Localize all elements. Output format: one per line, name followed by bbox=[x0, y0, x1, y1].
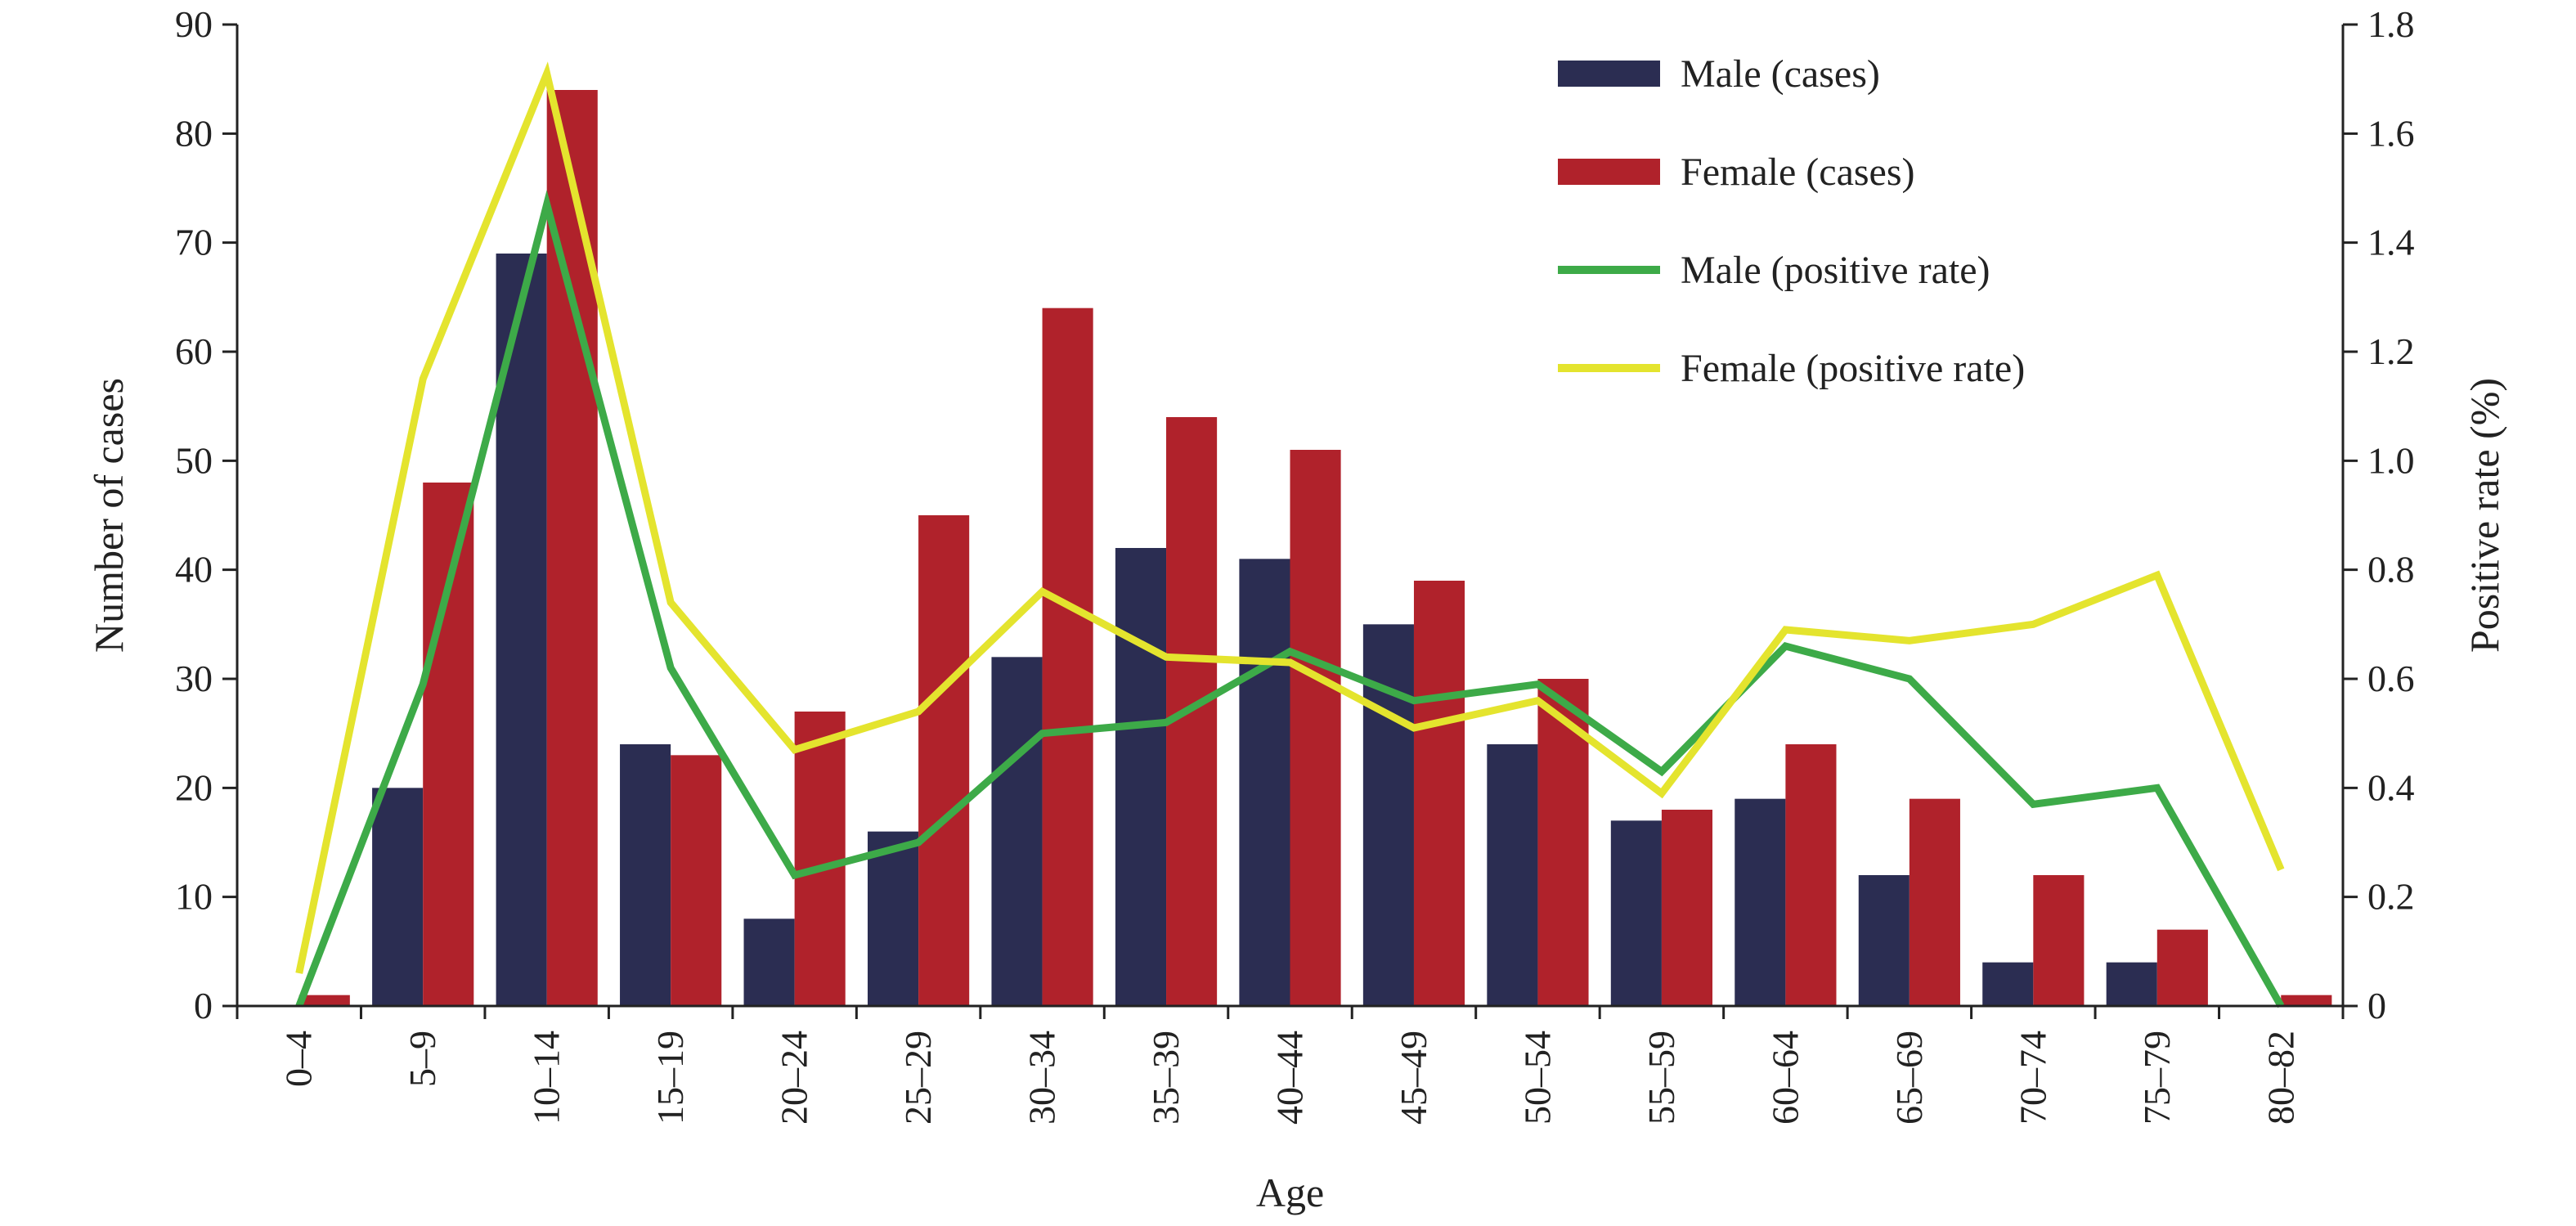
bar-female-16 bbox=[2281, 995, 2332, 1006]
bar-female-5 bbox=[918, 515, 970, 1006]
y-axis-title: Number of cases bbox=[86, 378, 132, 653]
x-tick-label-7: 35–39 bbox=[1145, 1031, 1187, 1125]
bar-female-15 bbox=[2156, 929, 2208, 1006]
bar-female-6 bbox=[1042, 308, 1093, 1007]
y2-tick-label-8: 1.6 bbox=[2367, 112, 2415, 154]
x-tick-label-11: 55–59 bbox=[1640, 1031, 1682, 1125]
x-tick-label-15: 75–79 bbox=[2136, 1031, 2178, 1125]
bar-female-13 bbox=[1909, 798, 1960, 1006]
bar-male-1 bbox=[372, 788, 424, 1006]
y-tick-label-2: 20 bbox=[175, 766, 213, 808]
y-tick-label-6: 60 bbox=[175, 330, 213, 372]
bar-male-14 bbox=[1982, 962, 2034, 1006]
x-tick-label-12: 60–64 bbox=[1764, 1031, 1806, 1125]
bar-male-5 bbox=[867, 831, 919, 1006]
legend-label-male-cases: Male (cases) bbox=[1681, 52, 1880, 96]
bar-female-12 bbox=[1785, 744, 1837, 1006]
y2-tick-label-4: 0.8 bbox=[2367, 549, 2415, 591]
y2-tick-label-7: 1.4 bbox=[2367, 222, 2415, 263]
bar-female-10 bbox=[1537, 679, 1589, 1006]
bar-male-7 bbox=[1115, 548, 1167, 1006]
y-tick-label-0: 0 bbox=[194, 985, 213, 1026]
x-tick-label-16: 80–82 bbox=[2260, 1031, 2301, 1125]
line-female-positive-rate bbox=[295, 61, 2285, 974]
y-tick-label-3: 30 bbox=[175, 658, 213, 699]
legend-swatch-female-cases bbox=[1558, 159, 1660, 185]
y2-tick-label-0: 0 bbox=[2367, 985, 2386, 1026]
x-axis-title: Age bbox=[1256, 1170, 1324, 1215]
axes-layer bbox=[236, 25, 2345, 1008]
x-tick-label-1: 5–9 bbox=[402, 1031, 443, 1087]
y-tick-label-7: 70 bbox=[175, 222, 213, 263]
x-tick-label-8: 40–44 bbox=[1269, 1031, 1311, 1125]
bar-male-15 bbox=[2106, 962, 2157, 1006]
x-tick-label-10: 50–54 bbox=[1516, 1031, 1558, 1125]
y2-axis-title: Positive rate (%) bbox=[2462, 378, 2507, 653]
legend: Male (cases) Female (cases) Male (positive… bbox=[1558, 52, 2025, 390]
x-tick-label-14: 70–74 bbox=[2012, 1031, 2053, 1125]
bar-female-8 bbox=[1290, 450, 1341, 1006]
x-tick-label-0: 0–4 bbox=[278, 1031, 320, 1087]
legend-swatch-male-cases bbox=[1558, 61, 1660, 87]
bar-male-4 bbox=[743, 918, 795, 1006]
y-tick-label-8: 80 bbox=[175, 112, 213, 154]
x-tick-label-5: 25–29 bbox=[897, 1031, 939, 1125]
bar-male-12 bbox=[1735, 798, 1786, 1006]
bar-male-11 bbox=[1610, 820, 1662, 1006]
bar-female-0 bbox=[298, 995, 350, 1006]
lines-layer bbox=[295, 61, 2285, 1008]
legend-label-female-positive-rate: Female (positive rate) bbox=[1681, 347, 2025, 390]
x-tick-label-2: 10–14 bbox=[526, 1031, 568, 1125]
legend-label-female-cases: Female (cases) bbox=[1681, 150, 1915, 194]
bar-male-8 bbox=[1239, 559, 1290, 1006]
bar-female-3 bbox=[671, 755, 722, 1006]
bar-male-6 bbox=[991, 657, 1043, 1006]
bar-male-3 bbox=[620, 744, 671, 1006]
x-tick-label-13: 65–69 bbox=[1888, 1031, 1930, 1125]
x-tick-label-3: 15–19 bbox=[649, 1031, 691, 1125]
bar-female-4 bbox=[794, 712, 846, 1006]
y-tick-label-5: 50 bbox=[175, 439, 213, 481]
bar-male-13 bbox=[1858, 875, 1910, 1006]
bar-female-9 bbox=[1413, 581, 1465, 1006]
y-tick-label-1: 10 bbox=[175, 876, 213, 918]
y2-tick-label-6: 1.2 bbox=[2367, 330, 2415, 372]
bar-female-11 bbox=[1661, 810, 1713, 1006]
y2-tick-label-1: 0.2 bbox=[2367, 876, 2415, 918]
x-tick-label-9: 45–49 bbox=[1393, 1031, 1434, 1125]
bar-male-10 bbox=[1487, 744, 1538, 1006]
bar-female-14 bbox=[2033, 875, 2085, 1006]
y2-tick-label-5: 1.0 bbox=[2367, 439, 2415, 481]
bar-female-1 bbox=[423, 483, 474, 1006]
y-tick-label-9: 90 bbox=[175, 3, 213, 45]
legend-label-male-positive-rate: Male (positive rate) bbox=[1681, 249, 1990, 292]
x-tick-label-6: 30–34 bbox=[1021, 1031, 1063, 1125]
y-tick-label-4: 40 bbox=[175, 549, 213, 591]
ticks-layer: 0 10 20 30 40 50 60 70 80 90 0 0.2 0.4 0.6 0.8 1.0 1.2 1.… bbox=[175, 3, 2415, 1125]
y2-tick-label-2: 0.4 bbox=[2367, 766, 2415, 808]
x-tick-label-4: 20–24 bbox=[774, 1031, 815, 1125]
line-male-positive-rate bbox=[295, 190, 2285, 1008]
bars-layer bbox=[298, 90, 2332, 1007]
y2-tick-label-9: 1.8 bbox=[2367, 3, 2415, 45]
y2-tick-label-3: 0.6 bbox=[2367, 658, 2415, 699]
